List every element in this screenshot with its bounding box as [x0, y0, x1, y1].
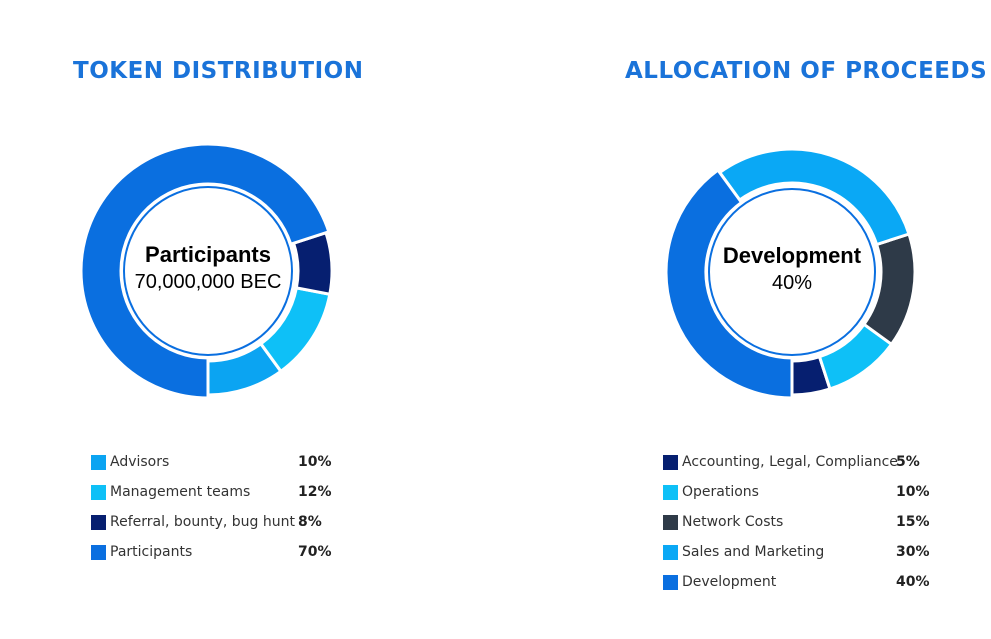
legend-percent: 10%	[298, 454, 332, 470]
slice-referral-bounty-bug-hunt[interactable]	[291, 230, 334, 296]
center-value: 70,000,000 BEC	[134, 271, 282, 293]
allocation-of-proceeds-center-label: Development 40%	[682, 242, 902, 296]
legend-swatch	[663, 545, 678, 560]
legend-swatch	[91, 545, 106, 560]
legend-swatch	[91, 515, 106, 530]
slice-sales-and-marketing[interactable]	[717, 147, 911, 247]
legend-item-operations[interactable]: Operations 10%	[663, 481, 943, 511]
legend-percent: 15%	[896, 514, 930, 530]
legend-item-accounting[interactable]: Accounting, Legal, Compliance 5%	[663, 451, 943, 481]
donut-inner-ring	[708, 188, 876, 356]
legend-label: Accounting, Legal, Compliance	[682, 454, 898, 470]
center-value: 40%	[771, 272, 813, 294]
legend-swatch	[663, 515, 678, 530]
legend-label: Network Costs	[682, 514, 784, 530]
center-title: Participants	[145, 242, 271, 267]
token-distribution-panel: TOKEN DISTRIBUTION Participants 70,000,0…	[73, 58, 364, 571]
center-title: Development	[722, 243, 862, 268]
legend-swatch	[663, 455, 678, 470]
legend-item-participants[interactable]: Participants 70%	[91, 541, 351, 571]
allocation-of-proceeds-donut	[664, 147, 917, 400]
legend-percent: 12%	[298, 484, 332, 500]
legend-swatch	[91, 455, 106, 470]
legend-item-network-costs[interactable]: Network Costs 15%	[663, 511, 943, 541]
legend-item-advisors[interactable]: Advisors 10%	[91, 451, 351, 481]
legend-label: Advisors	[110, 454, 170, 470]
slice-management-teams[interactable]	[258, 286, 332, 374]
slice-development[interactable]	[664, 167, 794, 400]
legend-label: Sales and Marketing	[682, 544, 825, 560]
slice-participants[interactable]	[79, 142, 331, 400]
donut-inner-ring	[123, 186, 293, 356]
legend-item-sales-marketing[interactable]: Sales and Marketing 30%	[663, 541, 943, 571]
legend-label: Participants	[110, 544, 193, 560]
allocation-of-proceeds-legend: Accounting, Legal, Compliance 5% Operati…	[663, 451, 943, 601]
token-distribution-legend: Advisors 10% Management teams 12% Referr…	[91, 451, 351, 571]
legend-label: Management teams	[110, 484, 251, 500]
legend-label: Referral, bounty, bug hunt	[110, 514, 295, 530]
legend-percent: 5%	[896, 454, 920, 470]
legend-swatch	[663, 575, 678, 590]
slice-network-costs[interactable]	[861, 232, 917, 347]
legend-swatch	[91, 485, 106, 500]
allocation-of-proceeds-title: ALLOCATION OF PROCEEDS	[625, 58, 988, 84]
slice-operations[interactable]	[817, 322, 894, 391]
legend-percent: 30%	[896, 544, 930, 560]
token-distribution-title: TOKEN DISTRIBUTION	[73, 58, 364, 84]
token-distribution-donut	[79, 142, 334, 400]
token-distribution-center-label: Participants 70,000,000 BEC	[98, 241, 318, 295]
legend-label: Operations	[682, 484, 759, 500]
legend-percent: 40%	[896, 574, 930, 590]
legend-label: Development	[682, 574, 777, 590]
legend-percent: 8%	[298, 514, 322, 530]
legend-percent: 10%	[896, 484, 930, 500]
legend-item-development[interactable]: Development 40%	[663, 571, 943, 601]
legend-item-management-teams[interactable]: Management teams 12%	[91, 481, 351, 511]
allocation-of-proceeds-panel: ALLOCATION OF PROCEEDS Development 40% A…	[500, 0, 991, 639]
legend-item-referral[interactable]: Referral, bounty, bug hunt 8%	[91, 511, 351, 541]
legend-percent: 70%	[298, 544, 332, 560]
legend-swatch	[663, 485, 678, 500]
